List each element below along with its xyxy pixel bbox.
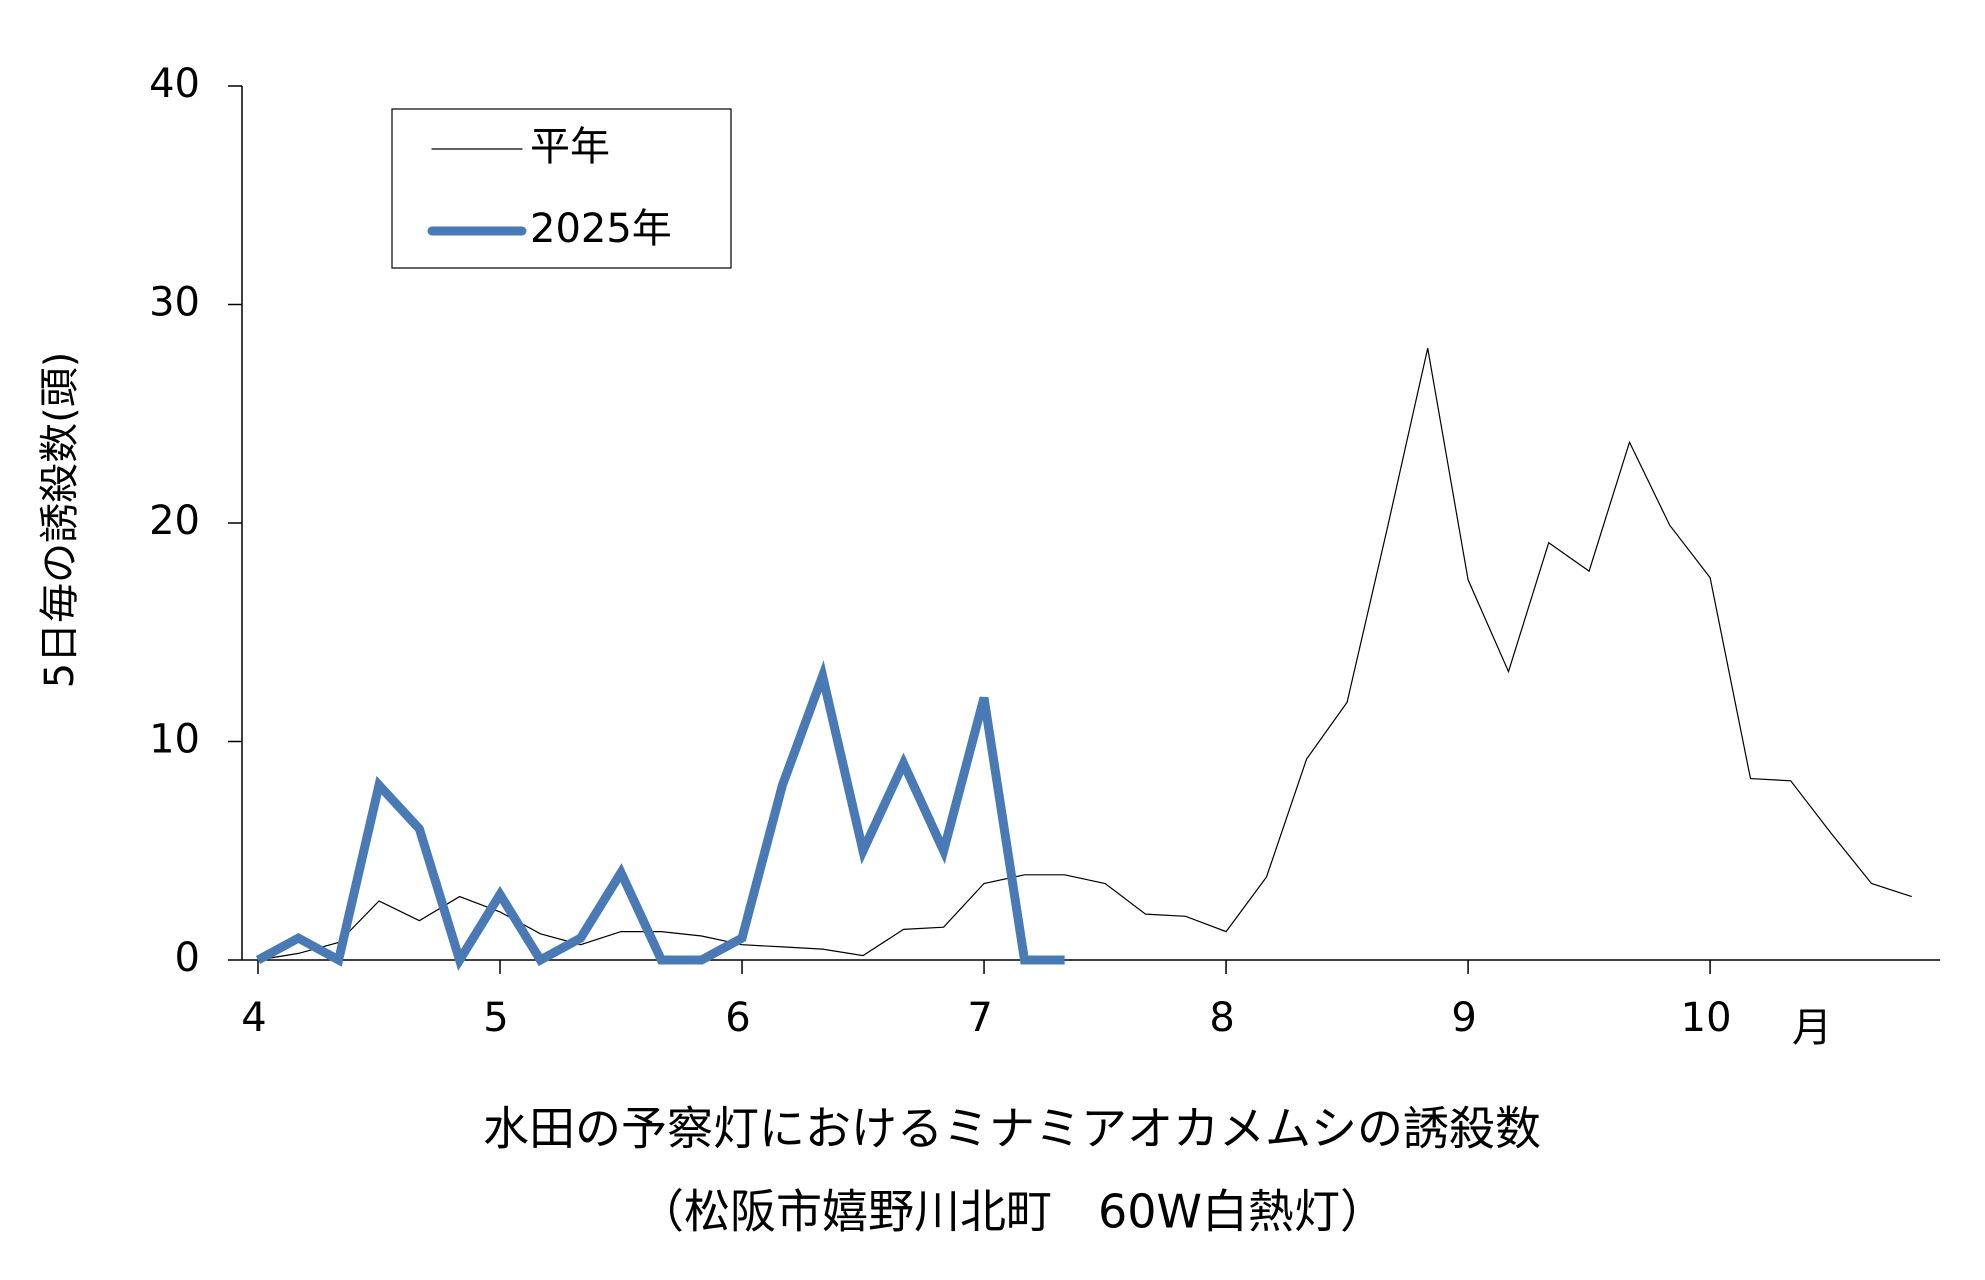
legend-label: 2025年 xyxy=(530,206,672,252)
x-tick-label: 10 xyxy=(1681,995,1732,1041)
series-line xyxy=(257,348,1912,961)
chart-title: 水田の予察灯におけるミナミアオカメムシの誘殺数 xyxy=(483,1102,1541,1156)
x-tick-label: 9 xyxy=(1451,995,1476,1041)
x-axis-label: 月 xyxy=(1792,1005,1832,1051)
chart-subtitle: （松阪市嬉野川北町 60W白熱灯） xyxy=(638,1185,1386,1239)
x-tick-label: 8 xyxy=(1209,995,1234,1041)
y-tick-label: 0 xyxy=(175,935,200,981)
y-tick-label: 10 xyxy=(149,717,200,763)
y-tick-label: 30 xyxy=(149,280,200,326)
x-tick-label: 7 xyxy=(967,995,992,1041)
y-tick-label: 40 xyxy=(149,61,200,107)
x-tick-label: 6 xyxy=(725,995,750,1041)
y-axis-label: 5日毎の誘殺数(頭) xyxy=(37,352,83,689)
y-tick-label: 20 xyxy=(149,498,200,544)
legend-box xyxy=(391,108,732,269)
x-tick-label: 4 xyxy=(241,995,266,1041)
x-tick-label: 5 xyxy=(483,995,508,1041)
series-line xyxy=(255,660,1065,971)
legend-label: 平年 xyxy=(530,124,610,170)
